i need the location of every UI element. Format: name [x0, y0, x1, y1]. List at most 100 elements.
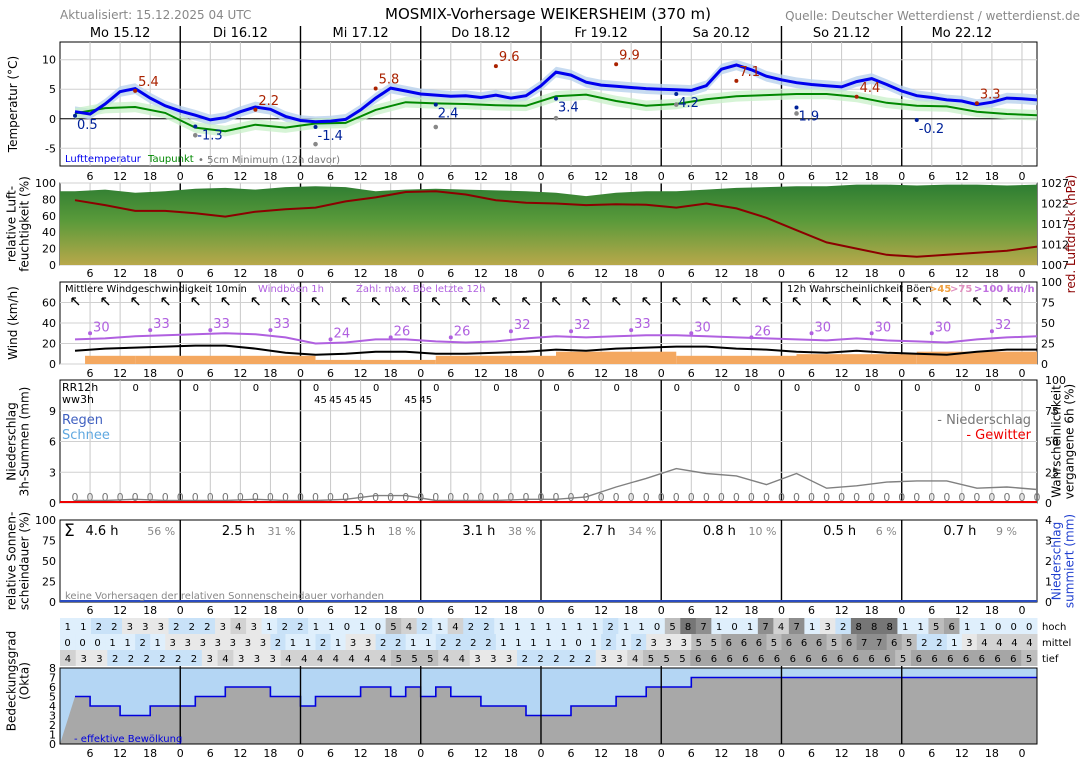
- cloud-cell: [75, 618, 92, 634]
- cloud-cell-value: 1: [747, 622, 753, 633]
- cloud-cell-value: 6: [742, 654, 748, 665]
- sun-precip-ylabel: Niederschlag summiert (mm): [1050, 514, 1077, 608]
- cloud-hour-tick: 6: [568, 747, 575, 760]
- humidity-hour-tick: 6: [327, 267, 334, 280]
- cloud-cell: [195, 634, 211, 650]
- temperature-hour-tick: 12: [233, 170, 247, 183]
- temperature-hour-tick: 0: [778, 170, 785, 183]
- cloud-cell-value: 1: [530, 638, 536, 649]
- cloud-cell: [841, 634, 858, 650]
- cloud-cell: [959, 618, 976, 634]
- cloud-cell: [850, 618, 867, 634]
- cloud-cell: [230, 618, 247, 634]
- cloud-cell-value: 6: [891, 638, 897, 649]
- wind-hour-tick: 18: [504, 367, 518, 380]
- cloud-cell: [711, 618, 728, 634]
- precip-amount: 0: [853, 491, 860, 504]
- cloud-cell-value: 4: [222, 654, 228, 665]
- humidity-hour-tick: 12: [714, 267, 728, 280]
- sun-hour-tick: 6: [207, 604, 214, 617]
- precip-amount: 0: [658, 491, 665, 504]
- gust-max-dot: [809, 331, 814, 336]
- wind-ytick: 40: [42, 317, 56, 330]
- humidity-hour-tick: 0: [417, 267, 424, 280]
- wind-hour-tick: 18: [143, 367, 157, 380]
- humidity-hour-tick: 18: [263, 267, 277, 280]
- wind-arrow: [311, 297, 320, 306]
- rr12h-value: 0: [794, 383, 800, 394]
- cloud-cell: [485, 650, 502, 666]
- temperature-hour-tick: 18: [143, 170, 157, 183]
- sun-precip-ylabel-line: summiert (mm): [1063, 514, 1077, 608]
- pressure-line: [74, 190, 1038, 258]
- cloud-cell: [540, 618, 557, 634]
- gust-max-dot: [328, 337, 333, 342]
- legend-gt45: >45: [929, 284, 951, 295]
- cloud-cell-value: 2: [440, 638, 446, 649]
- temperature-ylabel-line: Temperatur (°C): [6, 56, 20, 153]
- rr12h-value: 0: [854, 383, 860, 394]
- precip-amount: 0: [117, 491, 124, 504]
- humidity-hour-tick: 18: [744, 267, 758, 280]
- humidity-ytick: 60: [42, 210, 56, 223]
- day-label: So 21.12: [813, 26, 871, 41]
- min-temp-label: 3.4: [558, 101, 579, 116]
- cloud-cell: [370, 618, 387, 634]
- humidity-area: [60, 184, 1037, 265]
- gust-max-label: 30: [815, 320, 832, 335]
- cloud-hour-tick: 6: [447, 747, 454, 760]
- cloud-cell: [769, 650, 786, 666]
- sun-hours: 2.5 h: [222, 524, 255, 539]
- wind-arrow: [1003, 297, 1012, 306]
- cloud-ytick: 5: [49, 691, 56, 704]
- cloud-cell: [886, 634, 903, 650]
- cloud-cell-value: 3: [474, 654, 480, 665]
- cloud-cell: [285, 634, 301, 650]
- gust-max-dot: [448, 335, 453, 340]
- wind-hour-tick: 18: [985, 367, 999, 380]
- cloud-cell: [292, 618, 309, 634]
- cloud-cell: [804, 618, 821, 634]
- gust-max-dot: [989, 329, 994, 334]
- cloud-cell-value: 6: [979, 654, 985, 665]
- precip-ylabel: Niederschlag 3h-Summen (mm): [5, 387, 32, 497]
- cloud-hour-tick: 12: [594, 747, 608, 760]
- cloud-cell: [135, 634, 151, 650]
- max-temp-dot: [253, 107, 258, 112]
- cloud-hour-tick: 6: [688, 747, 695, 760]
- temperature-hour-tick: 6: [568, 170, 575, 183]
- cloud-cell: [674, 650, 691, 666]
- sun-percent: 10 %: [749, 525, 777, 538]
- ww3h-value: 45: [404, 395, 417, 406]
- gust-max-dot: [508, 329, 513, 334]
- precip-amount: 0: [327, 491, 334, 504]
- cloud-cell-value: 3: [170, 638, 176, 649]
- gust-max-label: 33: [153, 317, 170, 332]
- wind-hour-tick: 12: [233, 367, 247, 380]
- cloud-cell-value: 2: [569, 654, 575, 665]
- cloud-cell: [494, 618, 511, 634]
- cloud-cell: [233, 650, 250, 666]
- cloud-cell-value: 1: [980, 622, 986, 633]
- humidity-ylabel: relative Luft-feuchtigkeit (%): [5, 176, 32, 272]
- cloud-cell: [897, 618, 914, 634]
- gust-prob-bar: [796, 354, 917, 364]
- cloud-cell: [60, 634, 76, 650]
- updated-text: Aktualisiert: 15.12.2025 04 UTC: [60, 8, 251, 22]
- humidity-hour-tick: 12: [594, 267, 608, 280]
- cloud-cell: [618, 618, 635, 634]
- cloud-cell-value: 4: [778, 622, 784, 633]
- rr12h-value: 0: [674, 383, 680, 394]
- cloud-cell: [401, 618, 418, 634]
- wind-arrow: [642, 297, 651, 306]
- cloud-cell-value: 6: [853, 654, 859, 665]
- wind-arrow: [973, 297, 982, 306]
- cloud-cell: [91, 650, 108, 666]
- rr12h-label: RR12h: [62, 381, 98, 394]
- cloud-legend: - effektive Bewölkung: [74, 734, 182, 745]
- legend-ground-min: • 5cm Minimum (12h davor): [198, 155, 340, 166]
- cloud-cell: [375, 650, 392, 666]
- cloud-cell-value: 6: [884, 654, 890, 665]
- day-label: Mo 15.12: [90, 26, 151, 41]
- humidity-ytick: 100: [35, 177, 56, 190]
